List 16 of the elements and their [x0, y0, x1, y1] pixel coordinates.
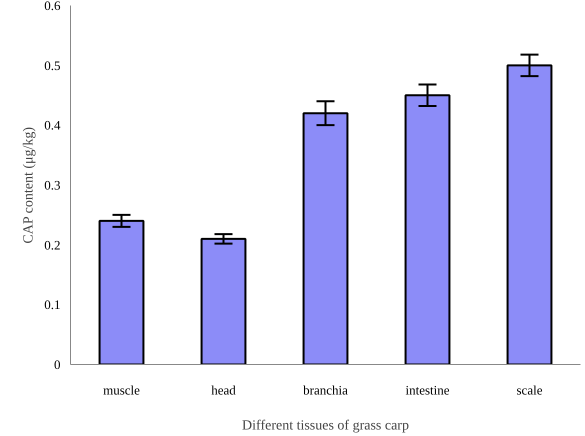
y-tick-label: 0.6	[44, 0, 61, 13]
bar	[200, 238, 246, 364]
x-tick-label: muscle	[103, 382, 140, 398]
y-tick-label: 0	[54, 357, 60, 372]
y-tick-label: 0.3	[44, 178, 60, 192]
y-tick-label: 0.5	[44, 58, 60, 73]
y-axis-title: CAP content (μg/kg)	[21, 126, 36, 244]
x-tick-label: scale	[516, 382, 543, 398]
x-tick-label: head	[211, 382, 236, 398]
y-tick-label: 0.1	[44, 297, 60, 312]
y-tick-label: 0.4	[44, 118, 61, 133]
y-tick-label: 0.2	[44, 237, 60, 252]
x-axis-title: Different tissues of grass carp	[242, 418, 409, 434]
x-tick-label: intestine	[405, 382, 450, 398]
bar	[98, 220, 144, 364]
x-tick-label: branchia	[303, 382, 348, 398]
